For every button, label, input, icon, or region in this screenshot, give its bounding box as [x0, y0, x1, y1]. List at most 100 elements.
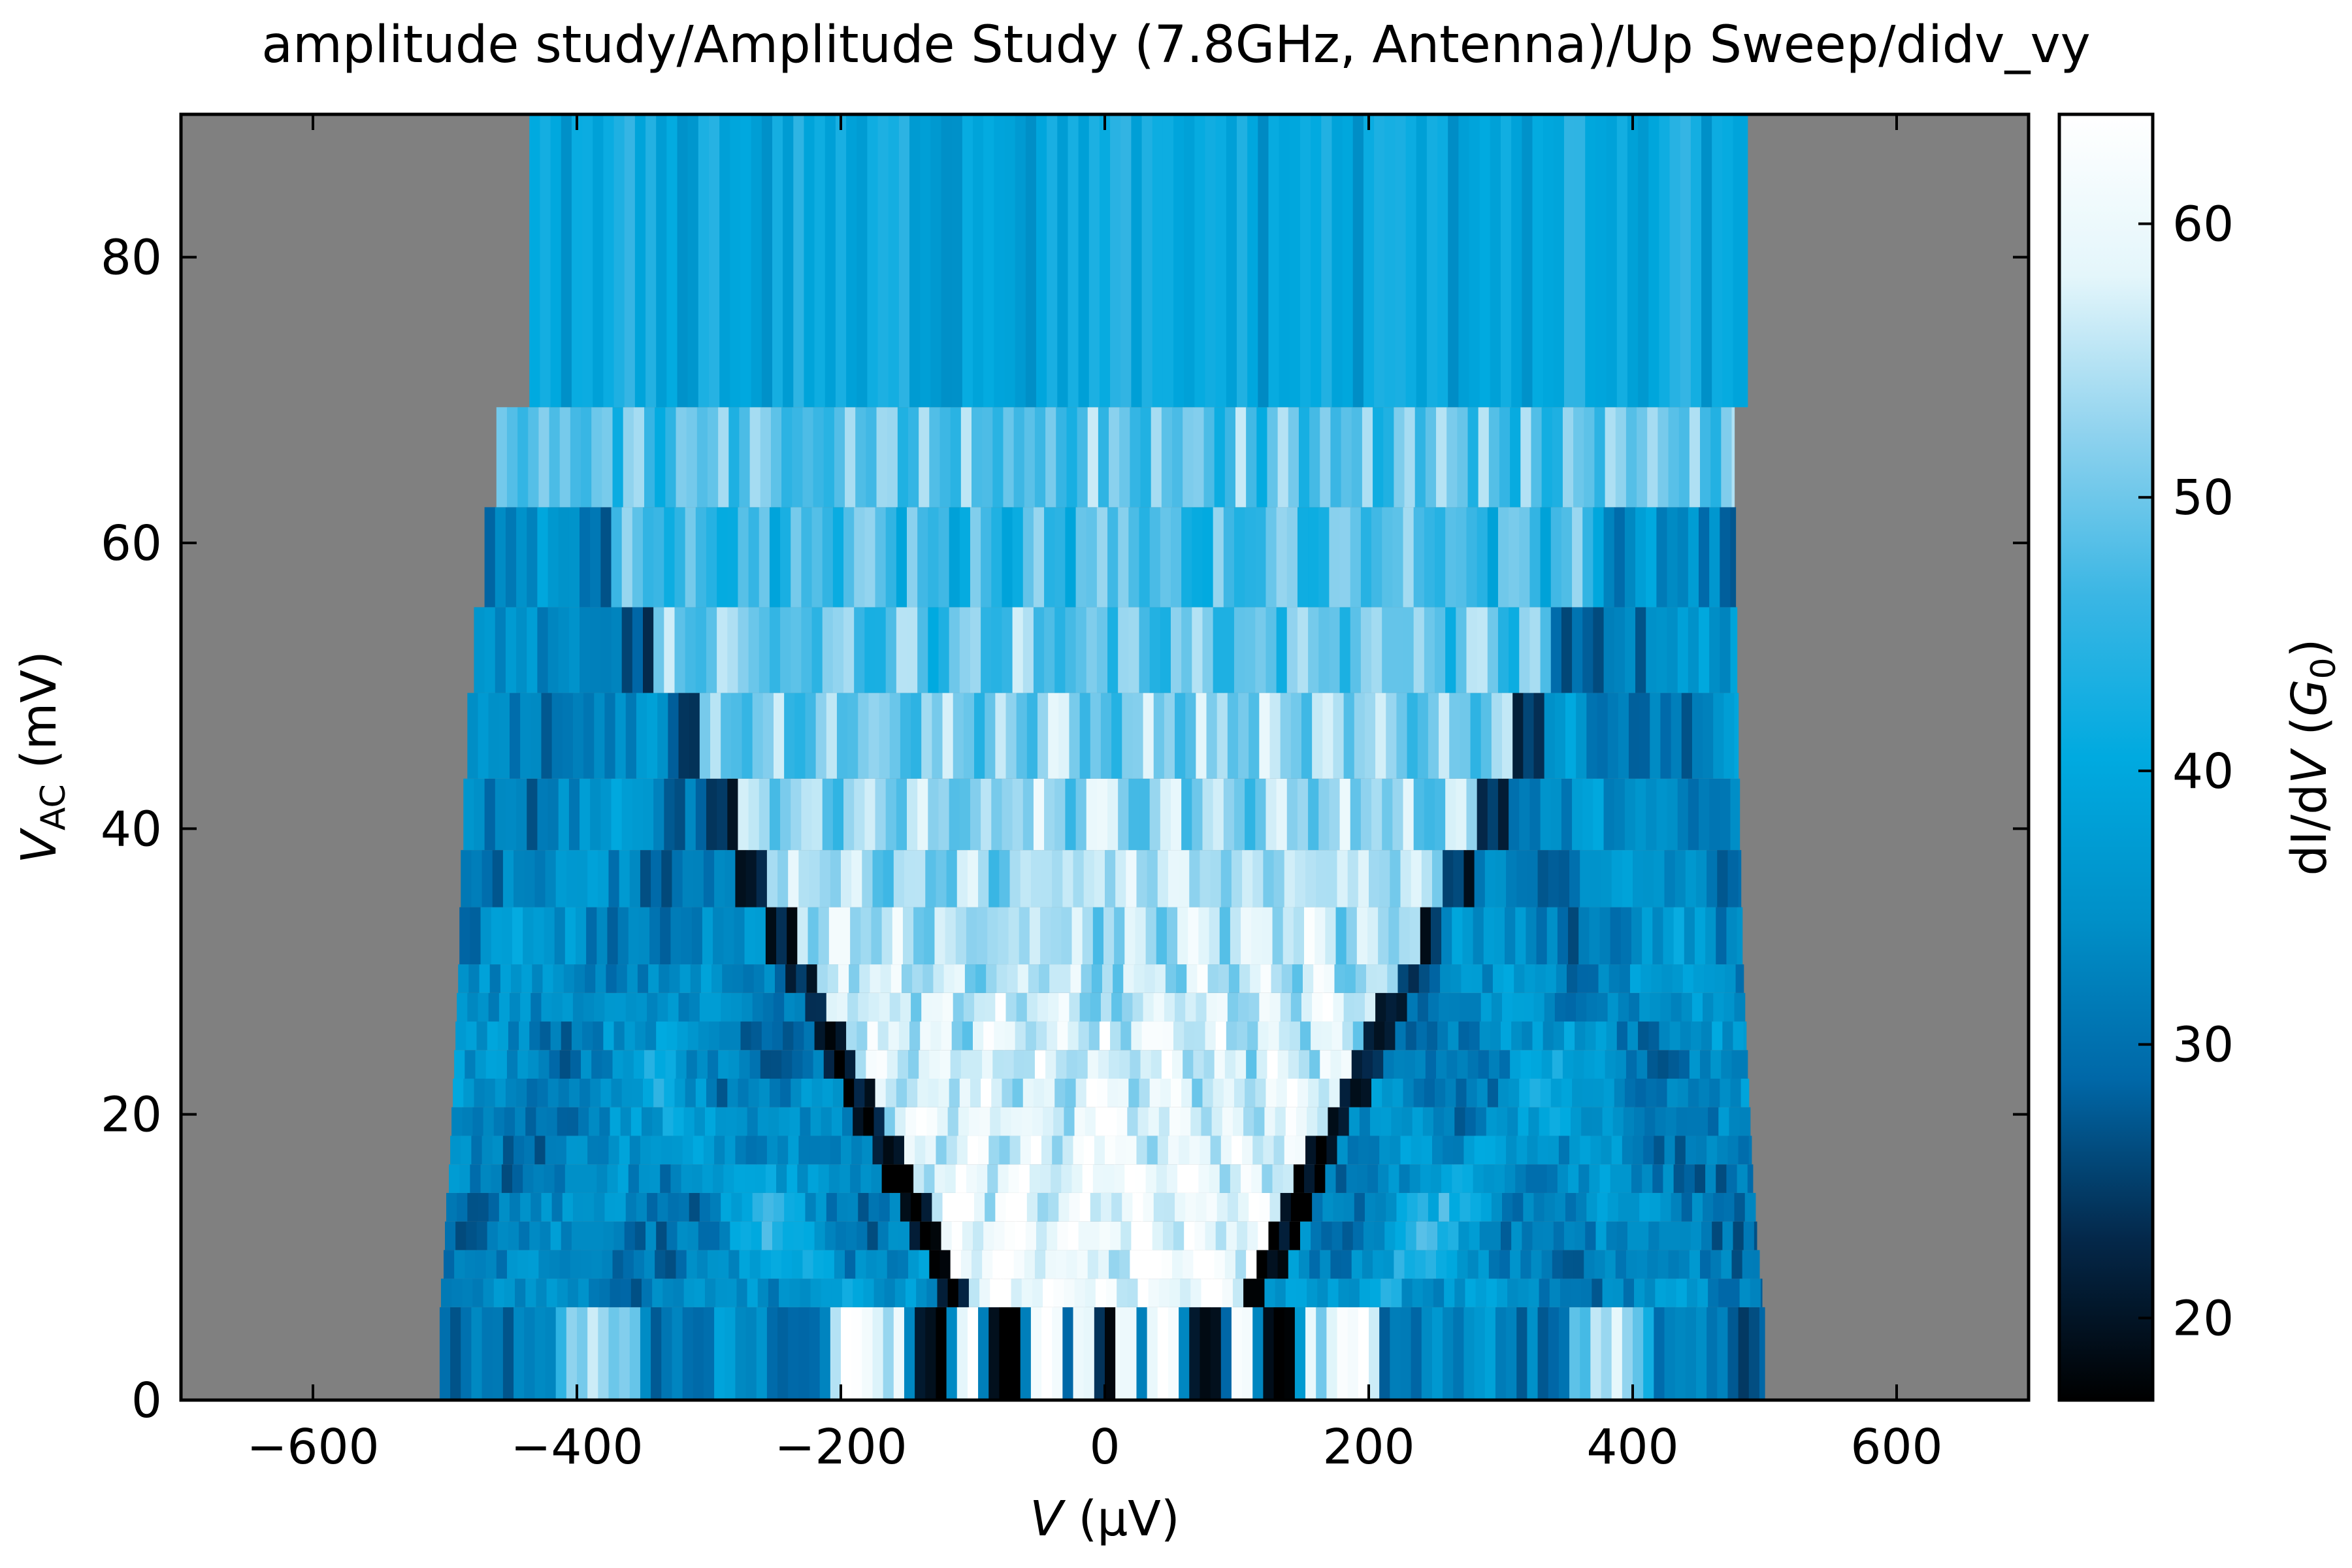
heatmap-cell	[1628, 992, 1640, 1022]
heatmap-cell	[1220, 1135, 1232, 1165]
heatmap-cell	[783, 1021, 794, 1051]
heatmap-cell	[1109, 1050, 1120, 1079]
heatmap-cell	[981, 507, 992, 608]
heatmap-cell	[1469, 1221, 1480, 1250]
heatmap-cell	[1520, 407, 1532, 508]
heatmap-cell	[1690, 1021, 1702, 1051]
heatmap-cell	[1238, 693, 1249, 779]
heatmap-cell	[738, 1079, 749, 1107]
heatmap-cell	[440, 1279, 452, 1307]
heatmap-cell	[730, 114, 742, 408]
heatmap-cell	[851, 1135, 862, 1165]
heatmap-cell	[994, 1021, 1005, 1051]
heatmap-cell	[877, 1221, 889, 1250]
heatmap-cell	[1436, 1050, 1447, 1079]
heatmap-cell	[630, 1107, 642, 1136]
heatmap-cell	[1252, 1307, 1264, 1400]
heatmap-cell	[1456, 607, 1467, 693]
heatmap-cell	[1747, 1164, 1754, 1193]
heatmap-cell	[1118, 607, 1129, 693]
heatmap-cell	[802, 1050, 814, 1079]
heatmap-cell	[1132, 1192, 1144, 1222]
heatmap-cell	[1560, 1107, 1571, 1136]
heatmap-cell	[1619, 964, 1631, 993]
heatmap-cell	[485, 1050, 497, 1079]
heatmap-cell	[1224, 407, 1236, 508]
heatmap-cell	[1329, 1079, 1341, 1107]
heatmap-cell	[769, 1079, 781, 1107]
heatmap-cell	[1404, 407, 1416, 508]
heatmap-cell	[578, 1107, 589, 1136]
heatmap-cell	[1399, 907, 1411, 965]
heatmap-cell	[954, 964, 966, 993]
heatmap-cell	[572, 992, 584, 1022]
heatmap-cell	[1339, 778, 1351, 851]
heatmap-cell	[665, 1250, 677, 1279]
heatmap-cell	[1648, 1221, 1659, 1250]
heatmap-cell	[673, 1279, 685, 1307]
heatmap-cell	[1420, 907, 1431, 965]
heatmap-cell	[805, 693, 817, 779]
heatmap-cell	[1308, 1079, 1319, 1107]
heatmap-cell	[1012, 778, 1024, 851]
heatmap-cell	[1414, 1250, 1426, 1279]
heatmap-cell	[1499, 407, 1511, 508]
heatmap-cell	[1375, 992, 1386, 1022]
heatmap-cell	[1668, 1250, 1680, 1279]
heatmap-cell	[956, 850, 968, 907]
heatmap-cell	[461, 850, 472, 907]
heatmap-cell	[1276, 778, 1288, 851]
heatmap-cell	[742, 693, 753, 779]
heatmap-cell	[896, 778, 907, 851]
heatmap-cell	[728, 1050, 740, 1079]
heatmap-cell	[483, 1279, 495, 1307]
heatmap-cell	[683, 1107, 695, 1136]
heatmap-cell	[1458, 1221, 1470, 1250]
heatmap-cell	[1401, 1279, 1413, 1307]
colorbar-label-var2: G	[2281, 679, 2338, 716]
heatmap-cell	[1264, 1279, 1276, 1307]
heatmap-cell	[819, 1135, 831, 1165]
heatmap-cell	[1454, 1279, 1466, 1307]
heatmap-cell	[1160, 778, 1171, 851]
heatmap-cell	[1367, 1164, 1379, 1193]
heatmap-cell	[1242, 1307, 1253, 1400]
heatmap-cell	[1663, 907, 1674, 965]
heatmap-cell	[1585, 1221, 1597, 1250]
heatmap-cell	[1273, 1135, 1285, 1165]
heatmap-cell	[825, 1021, 836, 1051]
heatmap-cell	[1356, 1164, 1368, 1193]
heatmap-cell	[1569, 1307, 1580, 1400]
heatmap-cell	[1015, 114, 1026, 408]
heatmap-cell	[587, 1307, 598, 1400]
heatmap-cell	[1605, 1250, 1616, 1279]
heatmap-cell	[797, 907, 809, 965]
heatmap-cell	[726, 1107, 738, 1136]
heatmap-cell	[1433, 1107, 1445, 1136]
heatmap-cell	[946, 850, 958, 907]
heatmap	[439, 114, 1765, 1400]
heatmap-cell	[1230, 907, 1241, 965]
heatmap-cell	[1520, 1250, 1532, 1279]
heatmap-cell	[1058, 693, 1070, 779]
heatmap-cell	[1582, 1079, 1593, 1107]
heatmap-cell	[1378, 1164, 1389, 1193]
heatmap-cell	[1078, 1221, 1090, 1250]
heatmap-cell	[796, 964, 808, 993]
heatmap-cell	[628, 907, 640, 965]
heatmap-cell	[1556, 964, 1567, 993]
heatmap-cell	[1631, 1164, 1642, 1193]
heatmap-cell	[1153, 992, 1165, 1022]
heatmap-cell	[529, 1221, 541, 1250]
heatmap-cell	[1568, 1164, 1579, 1193]
heatmap-cell	[1553, 114, 1565, 408]
heatmap-cell	[1601, 1135, 1612, 1165]
heatmap-cell	[1669, 1021, 1681, 1051]
heatmap-cell	[1647, 1250, 1658, 1279]
heatmap-cell	[1249, 1192, 1260, 1222]
heatmap-cell	[839, 1164, 851, 1193]
heatmap-cell	[1586, 1192, 1598, 1222]
heatmap-cell	[1196, 693, 1207, 779]
heatmap-cell	[1671, 992, 1682, 1022]
heatmap-cell	[738, 778, 749, 851]
